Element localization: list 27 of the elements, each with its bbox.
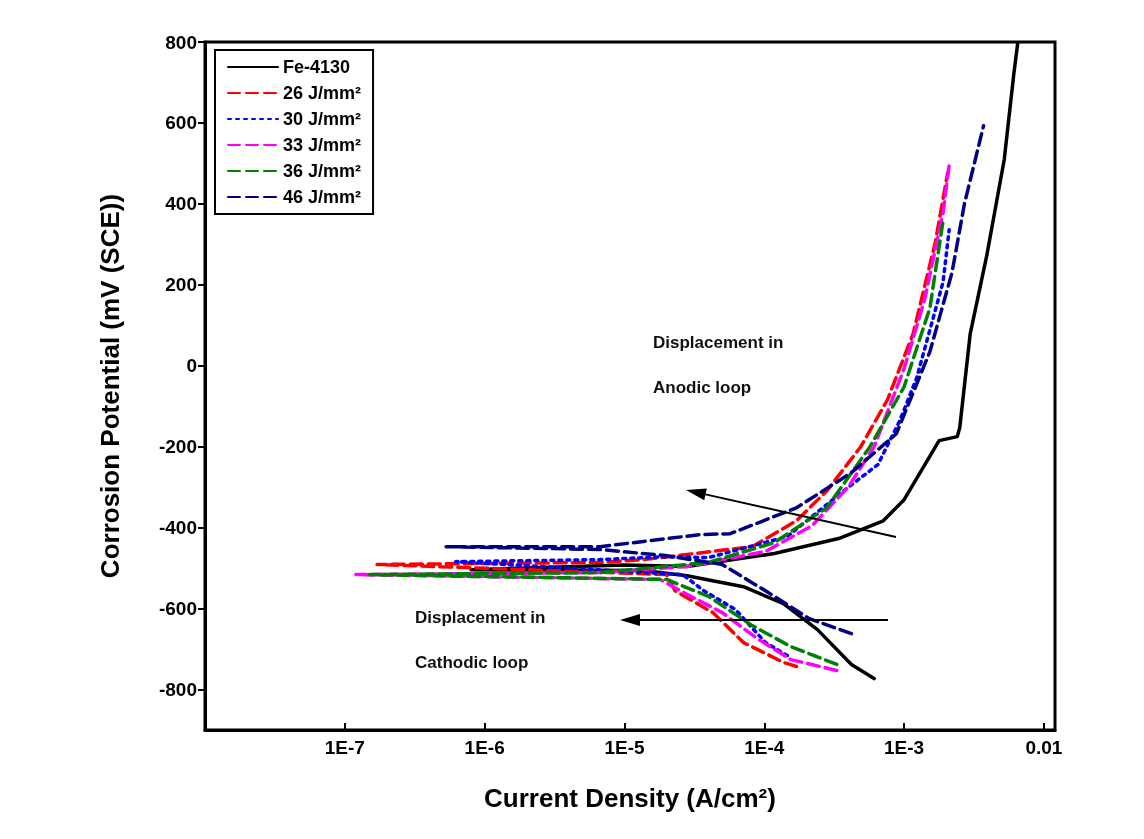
y-tick-label: 200 [165, 274, 197, 296]
x-tick-label: 1E-6 [464, 737, 505, 758]
y-tick-label: -400 [158, 517, 197, 539]
y-tick-label: 400 [165, 193, 197, 215]
annotation: Displacement in [415, 608, 546, 628]
legend-label: 36 J/mm² [283, 161, 362, 181]
annotation: Anodic loop [653, 378, 752, 398]
x-tick-label: 1E-7 [324, 737, 365, 758]
x-tick-label: 1E-4 [744, 737, 785, 758]
legend-label: Fe-4130 [283, 57, 351, 77]
legend-label: 46 J/mm² [283, 187, 362, 207]
x-axis-title: Current Density (A/cm²) [484, 783, 776, 813]
legend-label: 30 J/mm² [283, 109, 362, 129]
legend-label: 26 J/mm² [283, 83, 362, 103]
annotation: Displacement in [653, 333, 784, 353]
y-axis-title: Corrosion Potential (mV (SCE)) [95, 193, 125, 579]
y-tick-label: -200 [158, 436, 197, 458]
x-tick-label: 1E-3 [884, 737, 925, 758]
y-tick-label: 800 [165, 31, 197, 53]
annotation: Cathodic loop [415, 653, 529, 673]
legend-label: 33 J/mm² [283, 135, 362, 155]
y-tick-label: -600 [158, 598, 197, 620]
y-tick-label: 600 [165, 112, 197, 134]
x-tick-label: 1E-5 [604, 737, 645, 758]
y-tick-label: -800 [158, 679, 197, 701]
x-tick-label: 0.01 [1025, 737, 1063, 758]
y-tick-label: 0 [186, 355, 197, 377]
